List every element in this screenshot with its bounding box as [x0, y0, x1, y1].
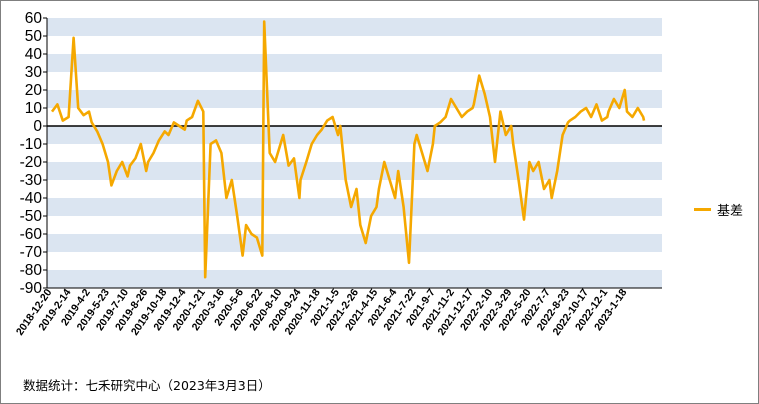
grid-bands — [47, 18, 662, 288]
y-tick-label: 30 — [25, 64, 43, 81]
grid-band — [47, 234, 662, 252]
y-tick-label: -40 — [20, 190, 43, 207]
grid-band — [47, 54, 662, 72]
grid-band — [47, 144, 662, 162]
y-tick-label: -50 — [20, 208, 43, 225]
x-axis: 2018-12-202019-2-142019-4-22019-5-232019… — [14, 287, 662, 338]
grid-band — [47, 198, 662, 216]
grid-band — [47, 270, 662, 288]
y-tick-label: 40 — [25, 46, 43, 63]
y-tick-label: -10 — [20, 136, 43, 153]
y-tick-label: 20 — [25, 82, 43, 99]
y-tick-label: -20 — [20, 154, 43, 171]
y-tick-label: -60 — [20, 226, 43, 243]
grid-band — [47, 216, 662, 234]
grid-band — [47, 90, 662, 108]
source-note: 数据统计：七禾研究中心（2023年3月3日） — [23, 378, 271, 393]
y-tick-label: -30 — [20, 172, 43, 189]
grid-band — [47, 18, 662, 36]
y-tick-label: 0 — [33, 118, 42, 135]
y-tick-label: 10 — [25, 100, 43, 117]
series-line-basis — [50, 20, 646, 279]
y-tick-label: -90 — [20, 280, 43, 297]
y-tick-label: 50 — [25, 28, 43, 45]
y-tick-label: 60 — [25, 10, 43, 27]
grid-band — [47, 180, 662, 198]
grid-band — [47, 162, 662, 180]
y-tick-label: -70 — [20, 244, 43, 261]
legend: 基差 — [694, 199, 743, 219]
legend-label: 基差 — [717, 203, 744, 219]
grid-band — [47, 36, 662, 54]
legend-swatch — [694, 207, 711, 211]
grid-band — [47, 72, 662, 90]
y-tick-label: -80 — [20, 262, 43, 279]
grid-band — [47, 252, 662, 270]
grid-band — [47, 126, 662, 144]
series-layer — [50, 20, 646, 279]
grid-band — [47, 108, 662, 126]
